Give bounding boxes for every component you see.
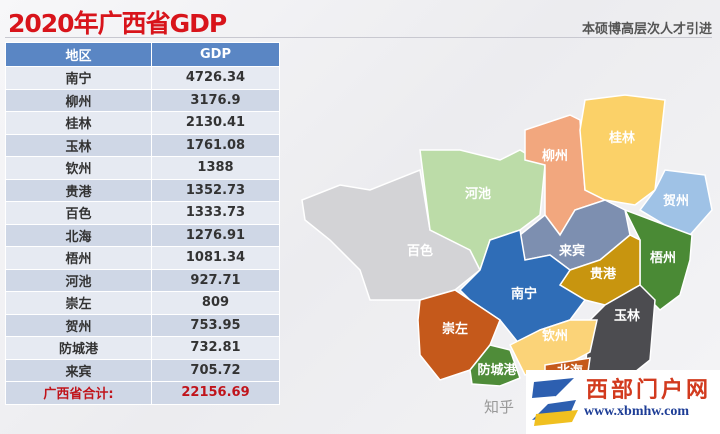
total-value: 22156.69 (151, 381, 280, 405)
column-header-gdp: GDP (151, 42, 280, 67)
site-name: 西部门户网 (586, 378, 712, 403)
gdp-cell: 2130.41 (151, 111, 280, 135)
total-label: 广西省合计: (5, 381, 152, 405)
table-row: 来宾 705.72 (5, 358, 280, 382)
table-row: 钦州 1388 (5, 156, 280, 180)
column-header-region: 地区 (5, 42, 152, 67)
map-region-label: 桂林 (608, 130, 635, 146)
zhihu-watermark: 知乎 (484, 398, 515, 416)
table-row: 河池 927.71 (5, 268, 280, 292)
region-cell: 北海 (5, 223, 152, 247)
map-region-label: 玉林 (614, 308, 640, 324)
region-cell: 崇左 (5, 291, 152, 315)
site-watermark: 西部门户网 www.xbmhw.com (526, 370, 720, 434)
table-row: 北海 1276.91 (5, 223, 280, 247)
divider (5, 37, 712, 38)
gdp-cell: 753.95 (151, 313, 280, 337)
page-title: 2020年广西省GDP (8, 9, 227, 38)
gdp-cell: 3176.9 (151, 88, 280, 112)
table-row: 柳州 3176.9 (5, 88, 280, 112)
map-region-label: 贺州 (662, 193, 689, 209)
region-cell: 钦州 (5, 156, 152, 180)
gdp-cell: 705.72 (151, 358, 280, 382)
map-region-label: 河池 (465, 186, 491, 202)
region-cell: 河池 (5, 268, 152, 292)
site-url: www.xbmhw.com (584, 404, 690, 419)
map-region (458, 229, 587, 347)
page-subtitle: 本硕博高层次人才引进 (581, 22, 712, 37)
map-region-label: 来宾 (558, 243, 585, 259)
gdp-cell: 732.81 (151, 336, 280, 360)
site-logo-icon (532, 378, 578, 426)
table-row: 贵港 1352.73 (5, 178, 280, 202)
table-row: 南宁 4726.34 (5, 66, 280, 90)
map-region (469, 344, 521, 387)
map-region-label: 崇左 (442, 321, 468, 337)
gdp-cell: 4726.34 (151, 66, 280, 90)
gdp-cell: 1761.08 (151, 133, 280, 157)
table-row: 贺州 753.95 (5, 313, 280, 337)
region-cell: 贵港 (5, 178, 152, 202)
table-row: 玉林 1761.08 (5, 133, 280, 157)
gdp-cell: 1081.34 (151, 246, 280, 270)
gdp-cell: 1352.73 (151, 178, 280, 202)
map-region (579, 94, 666, 206)
region-cell: 百色 (5, 201, 152, 225)
region-cell: 南宁 (5, 66, 152, 90)
table-row: 崇左 809 (5, 291, 280, 315)
map-region (301, 168, 481, 301)
map-region-label: 钦州 (541, 328, 568, 344)
gdp-cell: 1276.91 (151, 223, 280, 247)
map-region-label: 梧州 (650, 250, 676, 266)
gdp-cell: 1333.73 (151, 201, 280, 225)
table-row: 梧州 1081.34 (5, 246, 280, 270)
region-cell: 玉林 (5, 133, 152, 157)
total-row: 广西省合计: 22156.69 (5, 381, 280, 405)
table-row: 百色 1333.73 (5, 201, 280, 225)
map-region-label: 防城港 (477, 362, 517, 378)
map-region-label: 柳州 (542, 148, 568, 164)
map-region-label: 贵港 (590, 266, 617, 282)
table-row: 桂林 2130.41 (5, 111, 280, 135)
gdp-table: 地区 GDP 南宁 4726.34 柳州 3176.9 桂林 2130.41 玉林 1761.… (5, 42, 280, 405)
region-cell: 贺州 (5, 313, 152, 337)
map-region-label: 百色 (407, 243, 433, 259)
map-region-label: 南宁 (511, 286, 537, 302)
gdp-cell: 1388 (151, 156, 280, 180)
